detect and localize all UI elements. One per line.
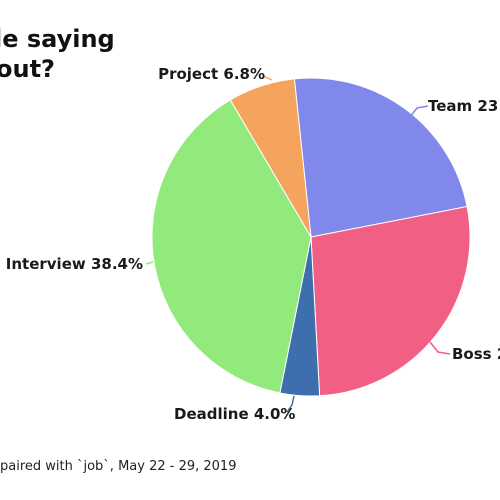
chart-footer: paired with `job`, May 22 - 29, 2019 [0,459,237,474]
pie-slice-project [229,78,312,238]
slice-label-boss: Boss 2 [452,345,500,363]
leader-line-boss [429,341,451,355]
slice-label-team: Team 23 [428,97,498,115]
pie-slice-interview [151,99,312,394]
chart-title-line-1: le saying [0,25,115,53]
pie-slice-boss [310,205,471,397]
leader-line-project [262,75,273,81]
leader-line-deadline [286,395,295,413]
slice-label-interview: Interview 38.4% [6,255,143,273]
leader-line-team [409,105,429,118]
leader-line-interview [145,261,154,265]
slice-label-deadline: Deadline 4.0% [174,405,295,423]
slice-label-project: Project 6.8% [158,65,265,83]
chart-title: le saying out? [0,24,120,84]
chart-title-line-2: out? [0,55,55,83]
pie-slice-team [293,77,468,238]
